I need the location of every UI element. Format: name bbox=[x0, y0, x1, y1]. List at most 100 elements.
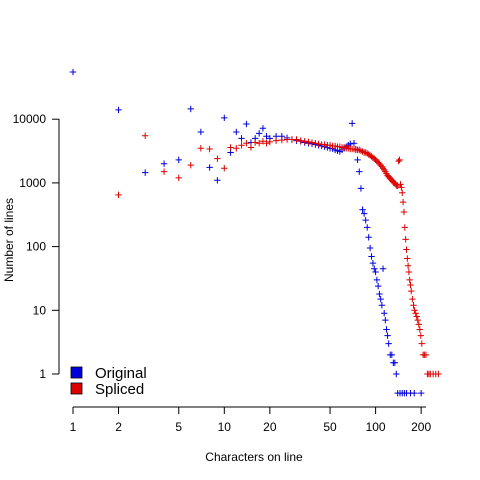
x-tick-label: 10 bbox=[218, 420, 232, 434]
legend-swatch-original bbox=[70, 366, 83, 379]
data-point-original bbox=[383, 326, 390, 333]
data-point-original bbox=[357, 185, 365, 192]
data-point-spliced bbox=[399, 189, 406, 196]
data-point-spliced bbox=[297, 137, 304, 144]
data-point-spliced bbox=[418, 340, 425, 347]
data-point-original bbox=[360, 210, 368, 217]
data-point-original bbox=[206, 164, 213, 171]
series-spliced bbox=[115, 132, 442, 378]
x-axis-label: Characters on line bbox=[205, 450, 303, 464]
data-point-original bbox=[238, 135, 245, 142]
data-point-spliced bbox=[263, 139, 270, 147]
data-point-spliced bbox=[141, 132, 149, 139]
data-point-spliced bbox=[243, 139, 250, 147]
data-point-spliced bbox=[422, 351, 430, 359]
data-point-spliced bbox=[175, 174, 182, 182]
data-point-original bbox=[69, 68, 77, 76]
data-point-original bbox=[362, 216, 369, 224]
data-point-spliced bbox=[187, 161, 194, 169]
data-point-original bbox=[365, 234, 372, 241]
data-point-original bbox=[388, 351, 396, 359]
data-point-spliced bbox=[272, 137, 280, 144]
data-point-spliced bbox=[400, 208, 408, 216]
y-axis-label: Number of lines bbox=[2, 198, 16, 282]
data-point-spliced bbox=[293, 136, 300, 143]
y-tick-label: 1 bbox=[39, 367, 46, 381]
data-point-original bbox=[382, 316, 389, 324]
data-point-spliced bbox=[321, 141, 328, 148]
data-point-original bbox=[393, 370, 400, 378]
data-point-spliced bbox=[214, 155, 221, 162]
data-point-spliced bbox=[160, 168, 168, 175]
x-tick-label: 5 bbox=[175, 420, 182, 434]
data-point-original bbox=[376, 290, 383, 298]
x-ticks: 1 2 5 10 20 50 100 200 bbox=[70, 407, 431, 434]
data-point-original bbox=[356, 168, 363, 175]
y-tick-label: 10 bbox=[33, 303, 47, 317]
data-point-spliced bbox=[402, 236, 409, 243]
data-point-spliced bbox=[115, 191, 122, 199]
data-point-spliced bbox=[435, 370, 442, 378]
data-point-spliced bbox=[414, 316, 421, 324]
data-point-spliced bbox=[403, 246, 410, 253]
data-point-spliced bbox=[415, 321, 423, 328]
data-point-original bbox=[377, 295, 384, 303]
data-point-original bbox=[243, 120, 250, 128]
data-point-original bbox=[221, 114, 228, 122]
data-point-original bbox=[378, 302, 386, 309]
data-point-original bbox=[372, 268, 379, 276]
data-point-spliced bbox=[233, 145, 240, 152]
data-point-spliced bbox=[378, 163, 386, 170]
data-point-spliced bbox=[404, 255, 411, 262]
data-point-spliced bbox=[266, 138, 274, 146]
data-point-spliced bbox=[413, 313, 420, 320]
data-point-original bbox=[379, 265, 387, 272]
legend: Original Spliced bbox=[70, 365, 147, 398]
data-point-original bbox=[381, 310, 388, 317]
data-point-original bbox=[197, 128, 205, 136]
data-point-original bbox=[366, 244, 374, 252]
data-point-spliced bbox=[259, 138, 267, 145]
data-point-original bbox=[350, 139, 358, 147]
x-tick-label: 2 bbox=[115, 420, 122, 434]
data-point-original bbox=[233, 128, 240, 136]
data-point-original bbox=[187, 105, 194, 113]
data-point-spliced bbox=[406, 276, 413, 284]
data-point-spliced bbox=[417, 332, 425, 339]
data-point-original bbox=[384, 332, 391, 339]
data-point-spliced bbox=[227, 144, 234, 151]
data-point-spliced bbox=[357, 147, 365, 154]
data-point-spliced bbox=[396, 156, 403, 164]
data-point-spliced bbox=[411, 307, 418, 314]
data-point-original bbox=[255, 130, 263, 137]
data-point-original bbox=[364, 224, 371, 231]
data-point-original bbox=[373, 276, 381, 284]
data-point-original bbox=[175, 156, 182, 164]
data-marks bbox=[69, 68, 442, 397]
data-point-spliced bbox=[405, 268, 413, 276]
data-point-original bbox=[369, 259, 377, 267]
data-point-spliced bbox=[301, 138, 308, 145]
x-tick-label: 1 bbox=[70, 420, 77, 434]
data-point-spliced bbox=[399, 198, 407, 206]
data-point-original bbox=[348, 120, 356, 127]
x-tick-label: 200 bbox=[411, 420, 431, 434]
data-point-spliced bbox=[255, 139, 263, 147]
data-point-original bbox=[417, 389, 425, 397]
data-point-original bbox=[141, 169, 149, 176]
data-point-spliced bbox=[395, 157, 402, 165]
series-original bbox=[69, 68, 425, 397]
data-point-spliced bbox=[410, 302, 417, 309]
y-tick-label: 100 bbox=[26, 240, 46, 254]
y-tick-label: 10000 bbox=[13, 112, 47, 126]
data-point-original bbox=[411, 389, 418, 397]
data-point-spliced bbox=[397, 181, 404, 188]
data-point-spliced bbox=[206, 145, 213, 153]
y-tick-label: 1000 bbox=[19, 176, 46, 190]
data-point-spliced bbox=[398, 184, 405, 191]
data-point-spliced bbox=[412, 310, 419, 317]
data-point-spliced bbox=[278, 136, 286, 144]
data-point-original bbox=[214, 177, 221, 184]
data-point-original bbox=[371, 265, 378, 272]
